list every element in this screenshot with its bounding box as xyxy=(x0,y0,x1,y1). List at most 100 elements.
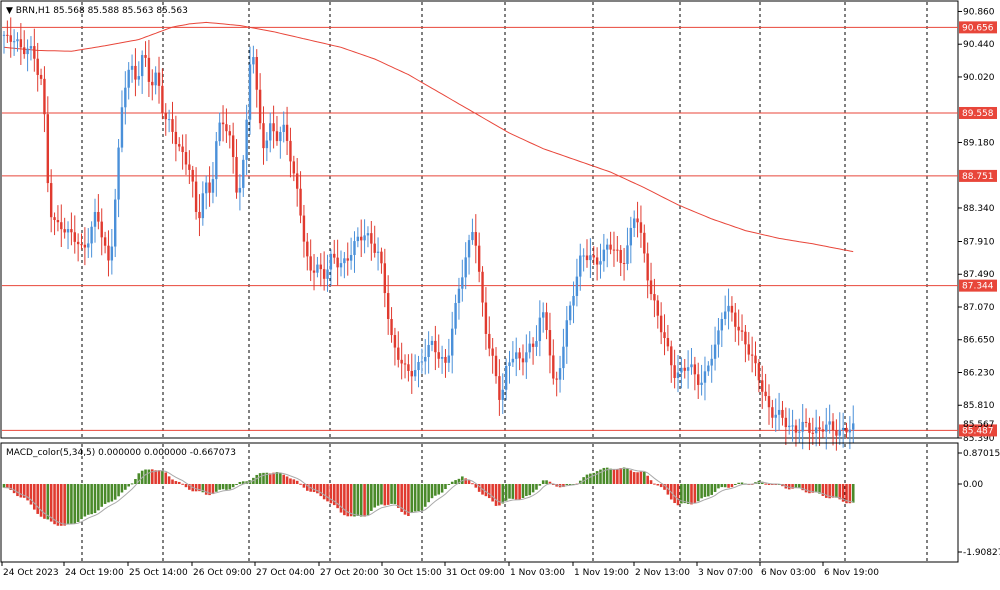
price-tick-label: 86.650 xyxy=(963,336,995,346)
price-grid xyxy=(81,2,928,438)
candle-bear xyxy=(299,188,302,216)
macd-bar xyxy=(548,481,552,485)
macd-bar xyxy=(612,469,616,485)
candle-bear xyxy=(434,340,437,353)
candle-bear xyxy=(771,407,774,418)
macd-bar xyxy=(184,484,188,488)
macd-bar xyxy=(595,471,599,485)
candle-bull xyxy=(467,240,471,258)
macd-bar xyxy=(258,473,262,485)
macd-bar xyxy=(171,479,174,485)
candle-bear xyxy=(73,232,76,242)
candle-bull xyxy=(90,226,93,244)
candle-bull xyxy=(12,41,16,43)
macd-bar xyxy=(289,478,292,485)
candle-bull xyxy=(599,261,602,265)
candle-bull xyxy=(852,423,855,430)
macd-bar xyxy=(370,484,373,511)
macd-pane[interactable]: 0.870152 0.00 -1.908274 MACD_color(5,34,5)… xyxy=(0,442,1000,563)
candle-bull xyxy=(686,367,690,371)
macd-bar xyxy=(329,484,333,504)
candle-bull xyxy=(572,295,575,306)
macd-bar xyxy=(457,478,461,485)
macd-bar xyxy=(771,484,774,486)
candle-bear xyxy=(781,409,784,418)
candle-bull xyxy=(841,427,845,430)
macd-bar xyxy=(791,484,794,489)
macd-bar xyxy=(380,484,383,505)
candle-bear xyxy=(380,251,383,264)
candle-bull xyxy=(568,305,572,321)
macd-bar xyxy=(427,484,430,503)
macd-bar xyxy=(147,469,151,485)
header-marker: ▼ xyxy=(6,6,13,16)
candle-bear xyxy=(552,355,555,379)
macd-signal-path xyxy=(3,467,854,525)
candle-bear xyxy=(757,363,761,381)
macd-bar xyxy=(59,484,63,526)
candle-bull xyxy=(127,69,130,88)
candle-bull xyxy=(464,257,467,278)
macd-bar xyxy=(487,484,491,499)
macd-bar xyxy=(319,484,323,497)
candle-bull xyxy=(93,211,97,227)
candle-bull xyxy=(720,318,724,331)
candle-bull xyxy=(349,255,353,261)
time-tick-label: 30 Oct 15:00 xyxy=(383,568,442,578)
candle-bear xyxy=(295,173,299,189)
macd-header: MACD_color(5,34,5) 0.000000 0.000000 -0.… xyxy=(6,448,236,458)
candle-bear xyxy=(275,131,279,142)
candle-bear xyxy=(373,243,376,253)
level-price-label: 89.558 xyxy=(962,109,994,119)
macd-bar xyxy=(649,480,653,485)
macd-bar xyxy=(602,467,606,485)
macd-bar xyxy=(53,484,56,525)
candle-bear xyxy=(484,302,488,334)
symbol-header: ▼ BRN,H1 85.568 85.588 85.563 85.563 xyxy=(6,6,188,16)
macd-bar xyxy=(134,479,137,485)
macd-bar xyxy=(733,484,737,486)
candle-bear xyxy=(272,123,275,132)
macd-bar xyxy=(167,476,171,485)
candle-bear xyxy=(636,218,639,223)
macd-bar xyxy=(36,484,39,514)
candle-bear xyxy=(545,312,548,331)
macd-bar xyxy=(282,474,286,485)
macd-bar xyxy=(225,484,228,490)
price-pane[interactable]: 90.860 90.440 90.020 89.180 88.340 87.910 87.4… xyxy=(0,0,997,451)
candle-bull xyxy=(238,187,242,193)
macd-bar xyxy=(117,484,120,497)
candle-bear xyxy=(39,74,43,79)
macd-tick-label: -1.908274 xyxy=(963,548,1000,558)
macd-bar xyxy=(541,480,545,485)
macd-bar xyxy=(262,472,265,485)
candle-bear xyxy=(737,326,740,331)
candle-bear xyxy=(831,421,835,431)
macd-bar xyxy=(471,483,474,485)
candle-bull xyxy=(252,57,255,65)
level-price-tag xyxy=(959,279,997,292)
macd-bar xyxy=(353,484,356,517)
macd-bar xyxy=(528,484,532,496)
candle-bear xyxy=(107,245,110,261)
macd-bar xyxy=(838,484,842,500)
macd-bar xyxy=(130,483,134,485)
macd-bar xyxy=(198,484,201,492)
time-tick-label: 24 Oct 2023 xyxy=(3,568,59,578)
macd-bar xyxy=(339,484,343,513)
candle-bull xyxy=(825,424,828,432)
candle-bull xyxy=(703,371,707,383)
macd-bar xyxy=(504,484,508,501)
candle-bear xyxy=(811,432,814,434)
candle-bull xyxy=(242,159,245,188)
candle-bull xyxy=(457,288,461,304)
candle-bull xyxy=(356,236,360,242)
macd-bar xyxy=(208,484,211,496)
macd-bar xyxy=(22,484,26,498)
candle-bear xyxy=(764,391,767,397)
candle-bear xyxy=(521,358,525,363)
time-axis: 24 Oct 2023 24 Oct 19:00 25 Oct 14:00 26 Oc… xyxy=(1,562,879,578)
candle-bull xyxy=(700,382,703,385)
